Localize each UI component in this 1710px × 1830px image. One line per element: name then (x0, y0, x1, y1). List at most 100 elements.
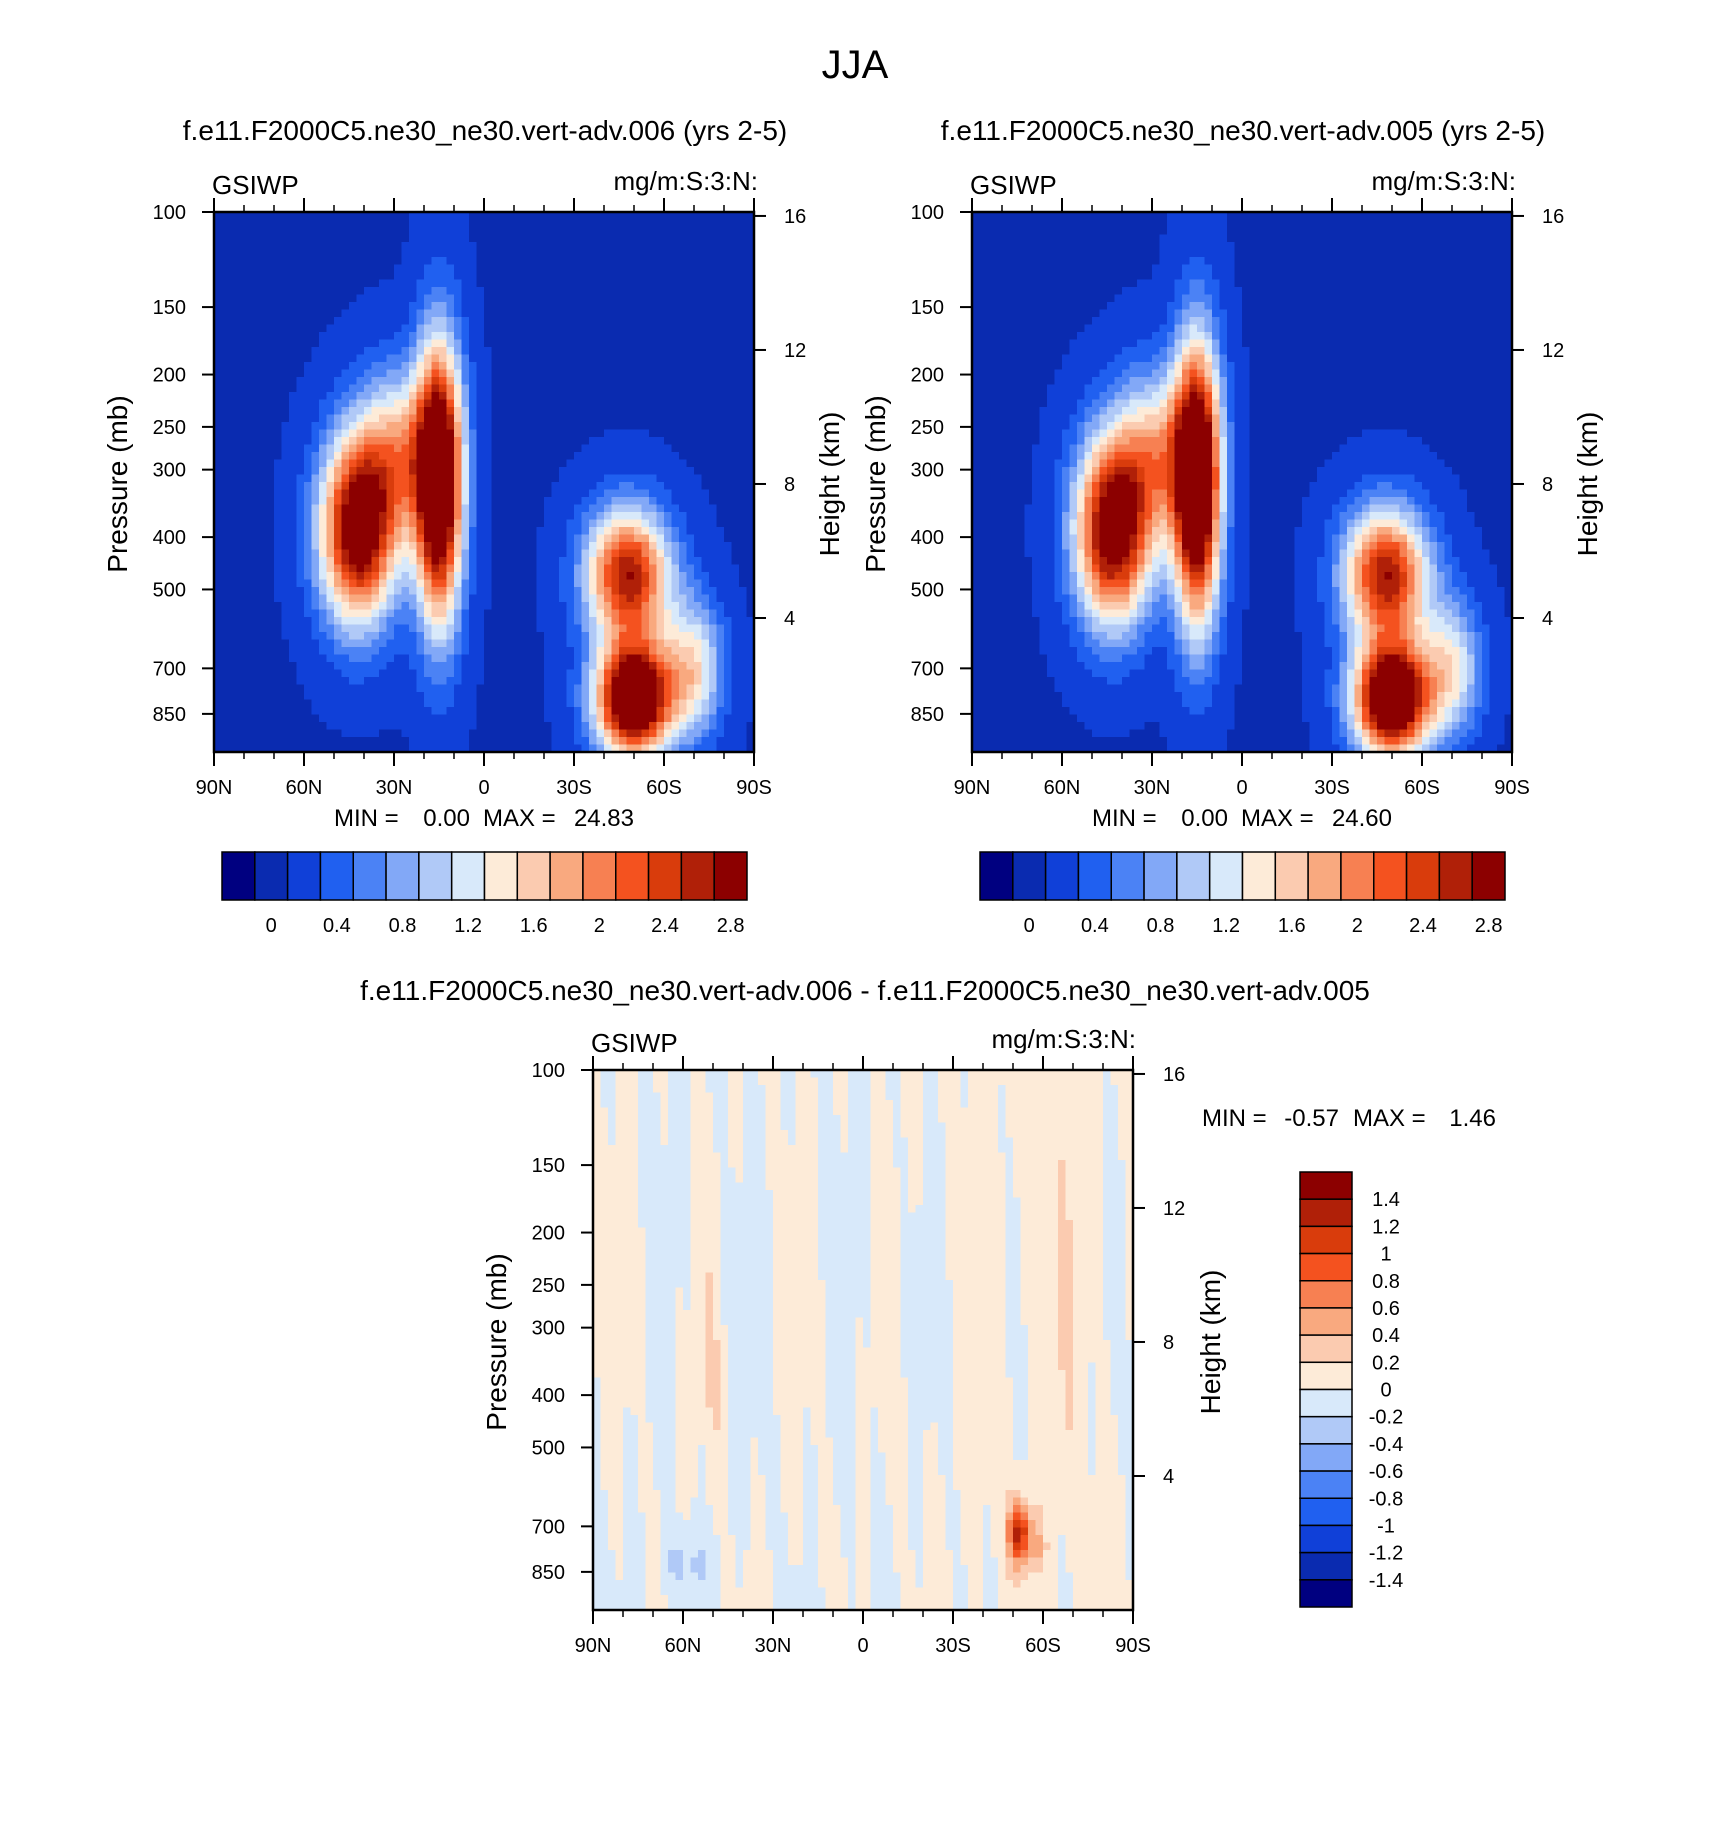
heatmap-cell (731, 549, 740, 558)
heatmap-cell (739, 242, 748, 251)
heatmap-cell (641, 302, 650, 311)
heatmap-cell (266, 354, 275, 363)
heatmap-cell (334, 699, 343, 708)
heatmap-cell (664, 669, 673, 678)
heatmap-cell (221, 707, 230, 716)
heatmap-cell (686, 602, 695, 611)
heatmap-cell (574, 407, 583, 416)
heatmap-cell (694, 722, 703, 731)
heatmap-cell (581, 332, 590, 341)
heatmap-cell (251, 519, 260, 528)
heatmap-cell (431, 549, 440, 558)
heatmap-cell (274, 707, 283, 716)
heatmap-cell (521, 699, 530, 708)
heatmap-cell (574, 384, 583, 393)
heatmap-cell (461, 587, 470, 596)
heatmap-cell (469, 587, 478, 596)
heatmap-cell (214, 354, 223, 363)
heatmap-cell (214, 459, 223, 468)
heatmap-cell (416, 722, 425, 731)
heatmap-cell (649, 512, 658, 521)
heatmap-cell (484, 527, 493, 536)
heatmap-cell (716, 264, 725, 273)
heatmap-cell (229, 669, 238, 678)
heatmap-cell (596, 377, 605, 386)
heatmap-cell (596, 654, 605, 663)
heatmap-cell (536, 242, 545, 251)
heatmap-cell (281, 414, 290, 423)
heatmap-cell (491, 654, 500, 663)
heatmap-cell (236, 242, 245, 251)
heatmap-cell (319, 482, 328, 491)
heatmap-cell (626, 677, 635, 686)
heatmap-cell (289, 594, 298, 603)
heatmap-cell (544, 362, 553, 371)
heatmap-cell (619, 602, 628, 611)
heatmap-cell (641, 347, 650, 356)
heatmap-cell (394, 639, 403, 648)
heatmap-cell (356, 399, 365, 408)
heatmap-cell (461, 429, 470, 438)
heatmap-cell (251, 677, 260, 686)
heatmap-cell (544, 302, 553, 311)
heatmap-cell (431, 257, 440, 266)
heatmap-cell (626, 362, 635, 371)
heatmap-cell (664, 722, 673, 731)
heatmap-cell (544, 654, 553, 663)
heatmap-cell (229, 677, 238, 686)
heatmap-cell (746, 369, 755, 378)
heatmap-cell (671, 489, 680, 498)
heatmap-cell (371, 467, 380, 476)
heatmap-cell (431, 272, 440, 281)
heatmap-cell (694, 662, 703, 671)
heatmap-cell (311, 662, 320, 671)
heatmap-cell (401, 624, 410, 633)
heatmap-cell (401, 287, 410, 296)
heatmap-cell (476, 699, 485, 708)
heatmap-cell (251, 429, 260, 438)
heatmap-cell (521, 347, 530, 356)
heatmap-cell (364, 602, 373, 611)
heatmap-cell (634, 354, 643, 363)
heatmap-cell (319, 242, 328, 251)
heatmap-cell (499, 684, 508, 693)
heatmap-cell (356, 474, 365, 483)
heatmap-cell (454, 339, 463, 348)
heatmap-cell (716, 647, 725, 656)
heatmap-cell (386, 527, 395, 536)
heatmap-cell (364, 234, 373, 243)
heatmap-cell (356, 534, 365, 543)
heatmap-cell (379, 572, 388, 581)
heatmap-cell (461, 617, 470, 626)
heatmap-cell (521, 602, 530, 611)
heatmap-cell (221, 669, 230, 678)
heatmap-cell (409, 249, 418, 258)
heatmap-cell (349, 632, 358, 641)
heatmap-cell (664, 707, 673, 716)
heatmap-cell (506, 534, 515, 543)
heatmap-cell (274, 212, 283, 221)
heatmap-cell (664, 369, 673, 378)
heatmap-cell (431, 459, 440, 468)
heatmap-cell (641, 287, 650, 296)
heatmap-cell (709, 369, 718, 378)
heatmap-cell (604, 309, 613, 318)
heatmap-cell (731, 452, 740, 461)
heatmap-cell (626, 234, 635, 243)
heatmap-cell (251, 212, 260, 221)
heatmap-cell (334, 624, 343, 633)
heatmap-cell (446, 519, 455, 528)
heatmap-cell (379, 324, 388, 333)
heatmap-cell (424, 317, 433, 326)
heatmap-cell (334, 692, 343, 701)
heatmap-cell (409, 707, 418, 716)
heatmap-cell (394, 234, 403, 243)
heatmap-cell (529, 497, 538, 506)
heatmap-cell (701, 482, 710, 491)
heatmap-cell (229, 264, 238, 273)
heatmap-cell (581, 699, 590, 708)
heatmap-cell (521, 369, 530, 378)
heatmap-cell (514, 512, 523, 521)
heatmap-cell (709, 497, 718, 506)
heatmap-cell (476, 302, 485, 311)
